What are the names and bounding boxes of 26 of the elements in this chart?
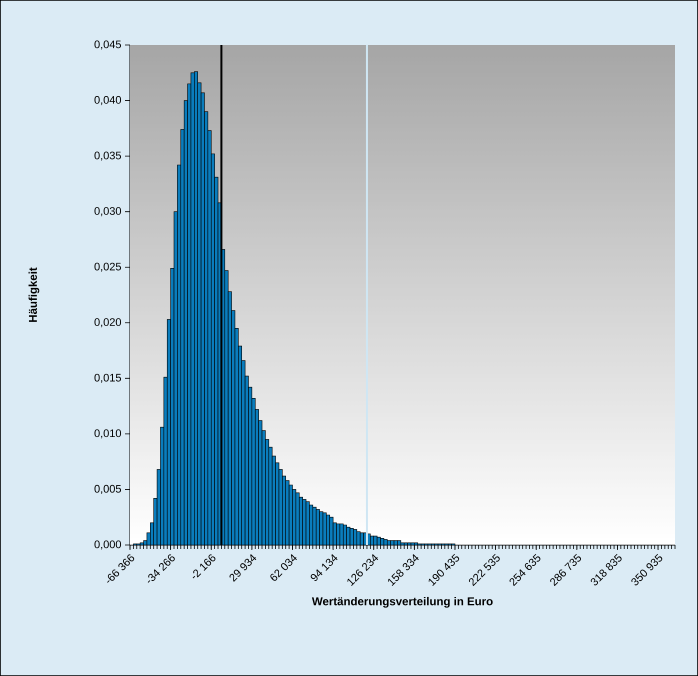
y-tick-label: 0,020 — [94, 318, 122, 328]
y-tick-label: 0,045 — [94, 40, 122, 50]
x-tick-label: -2 166 — [192, 554, 216, 578]
x-tick-label: 62 034 — [270, 554, 297, 581]
x-tick-label: 126 234 — [347, 554, 378, 586]
x-tick-label: 222 535 — [468, 554, 500, 586]
y-tick-label: 0,025 — [94, 262, 122, 272]
x-tick-label: 286 735 — [550, 554, 582, 586]
y-tick-label: 0,040 — [94, 96, 122, 106]
y-tick-label: 0,005 — [94, 484, 122, 494]
y-tick-label: 0,030 — [94, 207, 122, 216]
x-tick-label: 29 934 — [230, 554, 256, 582]
x-tick-label: 94 134 — [310, 554, 338, 582]
y-tick-label: 0,000 — [94, 540, 122, 550]
y-tick-label: 0,010 — [94, 429, 122, 438]
x-tick-label: 318 835 — [590, 554, 622, 586]
y-tick-label: 0,015 — [94, 374, 122, 383]
x-tick-label: 190 435 — [428, 554, 460, 586]
x-tick-label: -34 266 — [148, 554, 175, 583]
y-axis-title: Häufigkeit — [28, 267, 40, 322]
x-tick-label: 350 935 — [631, 554, 662, 586]
x-axis-title: Wertänderungsverteilung in Euro — [312, 596, 493, 608]
x-tick-label: -66 366 — [107, 554, 134, 583]
x-tick-label: 158 334 — [388, 554, 419, 586]
y-tick-label: 0,035 — [94, 152, 122, 161]
x-tick-label: 254 635 — [510, 554, 540, 586]
